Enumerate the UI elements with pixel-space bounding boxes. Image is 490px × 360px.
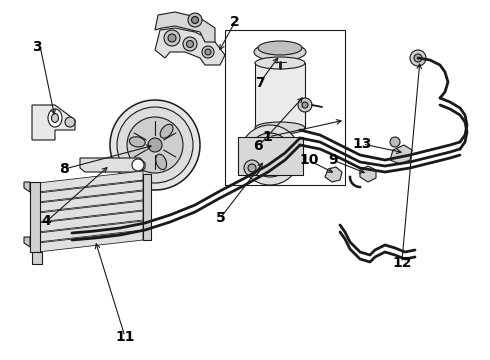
Text: 7: 7 (255, 76, 265, 90)
Circle shape (188, 13, 202, 27)
Circle shape (248, 133, 292, 177)
Text: 6: 6 (253, 139, 263, 153)
Text: 13: 13 (353, 137, 372, 151)
Circle shape (298, 98, 312, 112)
Polygon shape (32, 105, 75, 140)
Text: 4: 4 (42, 215, 51, 228)
Text: 12: 12 (392, 256, 412, 270)
Polygon shape (38, 201, 143, 222)
Text: 10: 10 (299, 153, 318, 167)
Circle shape (414, 54, 422, 62)
Polygon shape (80, 158, 145, 172)
Bar (225, 30, 345, 185)
Circle shape (168, 34, 176, 42)
Text: 11: 11 (115, 330, 135, 343)
Ellipse shape (258, 41, 302, 55)
Text: 1: 1 (262, 130, 272, 144)
Text: 5: 5 (216, 211, 225, 225)
Circle shape (110, 100, 200, 190)
Text: 9: 9 (328, 153, 338, 167)
Polygon shape (155, 28, 225, 65)
Bar (255, 63, 305, 128)
Circle shape (202, 46, 214, 58)
Polygon shape (360, 166, 376, 182)
Circle shape (265, 150, 275, 160)
Circle shape (132, 159, 144, 171)
Polygon shape (325, 167, 342, 182)
Text: 8: 8 (59, 162, 69, 176)
Circle shape (65, 117, 75, 127)
Circle shape (258, 143, 282, 167)
Bar (32, 252, 42, 264)
Circle shape (192, 17, 198, 23)
Ellipse shape (51, 113, 58, 122)
Bar (238, 137, 303, 175)
Ellipse shape (255, 57, 305, 69)
Text: 3: 3 (32, 40, 42, 54)
Polygon shape (38, 231, 143, 252)
Ellipse shape (129, 137, 145, 147)
Circle shape (390, 137, 400, 147)
Polygon shape (38, 171, 143, 192)
Polygon shape (24, 182, 30, 192)
Ellipse shape (160, 124, 173, 138)
Polygon shape (155, 12, 215, 42)
Polygon shape (24, 237, 30, 247)
Circle shape (148, 138, 162, 152)
Circle shape (117, 107, 193, 183)
Circle shape (127, 117, 183, 173)
Circle shape (187, 40, 194, 48)
Bar (143, 174, 151, 240)
Circle shape (240, 125, 300, 185)
Polygon shape (38, 221, 143, 242)
Polygon shape (38, 181, 143, 202)
Circle shape (183, 37, 197, 51)
Circle shape (164, 30, 180, 46)
Circle shape (410, 50, 426, 66)
Ellipse shape (255, 122, 305, 134)
Text: 2: 2 (230, 15, 240, 28)
Polygon shape (38, 191, 143, 212)
Circle shape (248, 164, 256, 172)
Circle shape (205, 49, 211, 55)
Circle shape (302, 102, 308, 108)
Ellipse shape (48, 109, 62, 127)
Ellipse shape (156, 154, 167, 170)
Ellipse shape (254, 43, 306, 61)
Polygon shape (390, 145, 412, 164)
Polygon shape (38, 211, 143, 232)
Bar (30, 182, 40, 252)
Circle shape (244, 160, 260, 176)
